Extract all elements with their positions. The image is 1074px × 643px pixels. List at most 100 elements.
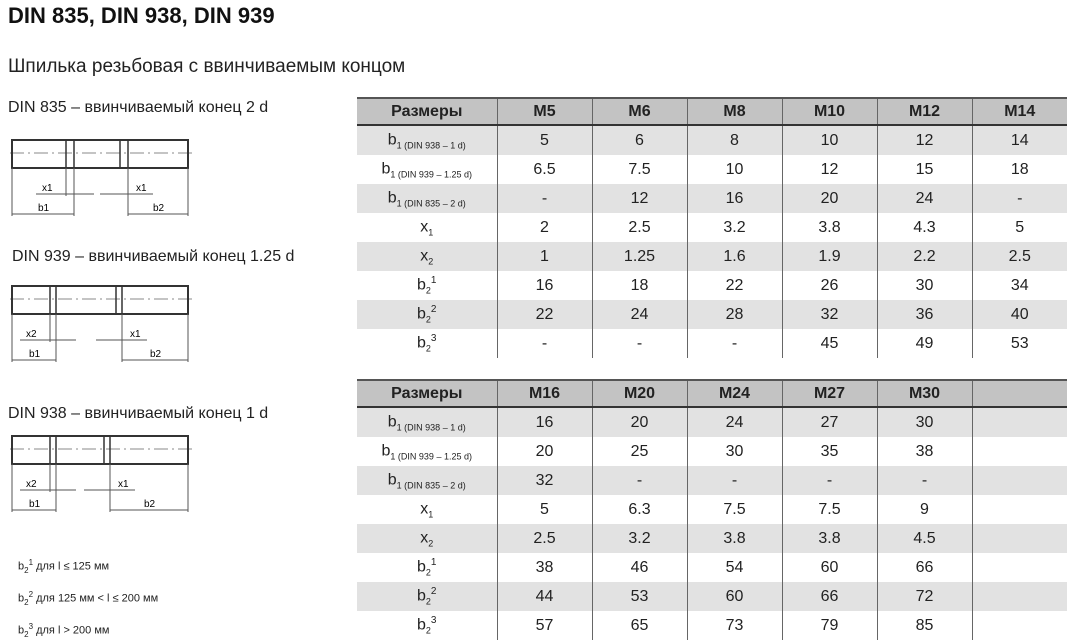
row-label: b23 <box>417 333 437 354</box>
label-x-right: x1 <box>136 183 147 194</box>
table-cell: 4.3 <box>876 213 972 242</box>
row-label: b1 (DIN 835 – 2 d) <box>357 466 497 495</box>
table-cell <box>971 407 1067 437</box>
table-cell: 49 <box>876 329 972 358</box>
table-cell: 3.2 <box>686 213 782 242</box>
table-header-row: Размеры M16 M20 M24 M27 M30 <box>357 379 1067 408</box>
footnote-2: b22 для 125 мм < l ≤ 200 мм <box>18 590 159 607</box>
table-cell: 5 <box>971 213 1067 242</box>
table-cell: 45 <box>781 329 877 358</box>
table-cell: 30 <box>876 271 972 300</box>
row-label: b23 <box>417 615 437 636</box>
stud-outline <box>11 139 189 169</box>
table-cell: 85 <box>876 611 972 640</box>
table-row: b21 16 18 22 26 30 34 <box>357 271 1067 300</box>
table-cell: 18 <box>971 155 1067 184</box>
row-label: b21 <box>417 557 437 578</box>
table-cell: 9 <box>876 495 972 524</box>
table-cell: 73 <box>686 611 782 640</box>
row-label: b1 (DIN 939 – 1.25 d) <box>381 442 472 462</box>
table-row: b1 (DIN 835 – 2 d) -12 16 20 24- <box>357 184 1067 213</box>
table-cell: 4.5 <box>876 524 972 553</box>
table-row: x2 2.5 3.2 3.8 3.8 4.5 <box>357 524 1067 553</box>
row-label: x1 <box>420 218 434 238</box>
footnote-1: b21 для l ≤ 125 мм <box>18 558 110 575</box>
table-cell: 20 <box>781 184 877 213</box>
table-cell: 66 <box>781 582 877 611</box>
table-cell: 16 <box>496 271 592 300</box>
table-cell: 6.3 <box>591 495 687 524</box>
row-label: b1 (DIN 835 – 2 d) <box>357 184 497 213</box>
table-cell: - <box>781 466 877 495</box>
table-cell: 2.5 <box>496 524 592 553</box>
column-header: M6 <box>591 97 687 126</box>
table-row: b1 (DIN 938 – 1 d) 16 20 24 27 30 <box>357 407 1067 437</box>
label-b2: b2 <box>153 203 165 214</box>
table-row: b21 38 46 54 60 66 <box>357 553 1067 582</box>
row-label: b1 (DIN 938 – 1 d) <box>357 407 497 437</box>
header-cell: Размеры <box>357 97 497 126</box>
row-label: x2 <box>357 524 497 553</box>
label-b2: b2 <box>144 499 156 510</box>
column-header: M24 <box>686 379 782 408</box>
table-row: b1 (DIN 939 – 1.25 d) 20 25 30 35 38 <box>357 437 1067 466</box>
table-row: b1 (DIN 939 – 1.25 d) 6.5 7.5 10 12 15 18 <box>357 155 1067 184</box>
table-row: b23- - -45 49 53 <box>357 329 1067 358</box>
table-cell: 14 <box>971 125 1067 155</box>
label-x-left: x1 <box>42 183 53 194</box>
label-x-right: x1 <box>118 479 129 490</box>
stud-drawing: x2 x1 b1 b2 <box>10 435 192 512</box>
table-cell: 6 <box>591 125 687 155</box>
table-cell: - <box>591 466 687 495</box>
table-cell: 53 <box>971 329 1067 358</box>
row-label: b1 (DIN 938 – 1 d) <box>357 125 497 155</box>
table-cell: 24 <box>876 184 972 213</box>
table-cell: 2 <box>496 213 592 242</box>
table-cell: 3.8 <box>781 213 877 242</box>
table-cell: 7.5 <box>591 155 687 184</box>
table-cell: 7.5 <box>686 495 782 524</box>
table-row: b22 44 53 60 66 72 <box>357 582 1067 611</box>
table-cell <box>971 437 1067 466</box>
table-cell: 8 <box>686 125 782 155</box>
column-header <box>971 379 1067 408</box>
table-cell: - <box>591 329 687 358</box>
table-cell: 16 <box>686 184 782 213</box>
column-header: M27 <box>781 379 877 408</box>
table-cell <box>971 495 1067 524</box>
table-cell: - <box>496 184 592 213</box>
row-label: x2 <box>357 242 497 271</box>
table-cell: 30 <box>876 407 972 437</box>
dimensions-table-2: Размеры M16 M20 M24 M27 M30 b1 (DIN 938 – 1 d)… <box>357 379 1067 640</box>
table-cell: 1.9 <box>781 242 877 271</box>
table-cell: 60 <box>781 553 877 582</box>
table-cell: - <box>686 466 782 495</box>
table-cell: 3.8 <box>781 524 877 553</box>
caption-din-939: DIN 939 – ввинчиваемый конец 1.25 d <box>12 248 295 265</box>
table-cell: - <box>876 466 972 495</box>
column-header: M20 <box>591 379 687 408</box>
table-row: b1 (DIN 938 – 1 d) 5 6 8 10 12 14 <box>357 125 1067 155</box>
footnote-3: b23 для l > 200 мм <box>18 622 110 639</box>
table-cell: 44 <box>496 582 592 611</box>
label-x-left: x2 <box>26 329 37 340</box>
column-header: M30 <box>876 379 972 408</box>
table-row: x1 5 6.3 7.5 7.5 9 <box>357 495 1067 524</box>
caption-din-835: DIN 835 – ввинчиваемый конец 2 d <box>8 99 269 116</box>
table-row: x1 2 2.5 3.2 3.8 4.3 5 <box>357 213 1067 242</box>
table-header-row: Размеры M5 M6 M8 M10 M12 M14 <box>357 97 1067 126</box>
table-cell: 6.5 <box>496 155 592 184</box>
table-cell: 2.5 <box>591 213 687 242</box>
table-cell <box>971 611 1067 640</box>
table-cell: 1 <box>496 242 592 271</box>
table-cell: 79 <box>781 611 877 640</box>
table-cell: 12 <box>781 155 877 184</box>
table-cell: 20 <box>496 437 592 466</box>
row-label: b1 (DIN 939 – 1.25 d) <box>381 160 472 180</box>
stud-outline <box>11 435 189 465</box>
stud-drawing: x2 x1 b1 b2 <box>10 285 192 362</box>
table-cell: 3.8 <box>686 524 782 553</box>
table-cell: 16 <box>496 407 592 437</box>
table-cell: 15 <box>876 155 972 184</box>
label-x-left: x2 <box>26 479 37 490</box>
